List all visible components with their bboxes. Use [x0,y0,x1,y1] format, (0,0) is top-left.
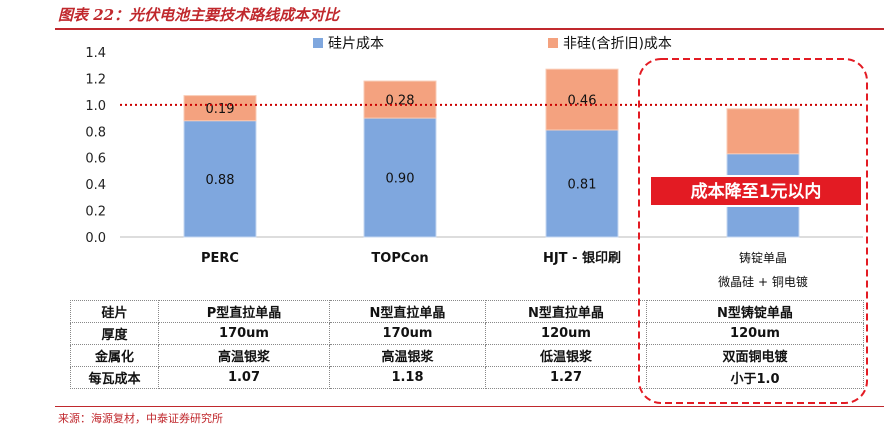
table-row: 每瓦成本 1.07 1.18 1.27 小于1.0 [70,366,864,389]
title-rule [55,28,884,30]
table-cell: 低温银浆 [485,344,647,367]
figure-title: 图表 22：光伏电池主要技术路线成本对比 [58,6,340,24]
cost-chart: 0.0 0.2 0.4 0.6 0.8 1.0 1.2 1.4 硅片成本 非硅(含折旧)成本 0.8… [85,36,863,289]
table-cell: 双面铜电镀 [646,344,864,367]
y-tick-label: 0.2 [85,205,106,220]
table-cell: 170um [158,322,330,345]
category-label: 铸锭单晶 [739,250,787,265]
table-cell: 1.07 [158,366,330,389]
y-tick-label: 1.0 [85,99,106,114]
category-label: PERC [201,251,239,266]
table-row: 厚度 170um 170um 120um 120um [70,322,864,345]
table-cell: 高温银浆 [158,344,330,367]
data-label-non-silicon: 0.19 [206,102,235,117]
table-cell: N型直拉单晶 [329,300,486,323]
bar-non-silicon [545,68,619,131]
category-label: HJT - 银印刷 [543,250,621,266]
data-label-silicon: 0.81 [568,177,597,192]
y-tick-label: 0.4 [85,178,106,193]
category-label: TOPCon [371,251,428,266]
table-cell: 120um [646,322,864,345]
cost-badge-text: 成本降至1元以内 [691,181,822,202]
table-cell: 120um [485,322,647,345]
table-row-header: 金属化 [70,344,159,367]
table-cell: N型铸锭单晶 [646,300,864,323]
bar-non-silicon [726,108,800,155]
data-label-silicon: 0.88 [206,173,235,188]
table-cell: P型直拉单晶 [158,300,330,323]
legend-label-non-silicon: 非硅(含折旧)成本 [563,36,672,52]
bar-silicon [545,129,619,238]
table-cell: 170um [329,322,486,345]
y-tick-label: 0.6 [85,152,106,167]
data-label-non-silicon: 0.46 [568,94,597,109]
table-cell: 1.18 [329,366,486,389]
table-cell: N型直拉单晶 [485,300,647,323]
source-rule [55,406,884,407]
table-row-header: 硅片 [70,300,159,323]
y-tick-label: 0.0 [85,231,106,246]
y-tick-label: 0.8 [85,125,106,140]
table-row-header: 每瓦成本 [70,366,159,389]
table-row-header: 厚度 [70,322,159,345]
legend-swatch-non-silicon [548,38,558,48]
bar-non-silicon [183,95,257,122]
table-row: 金属化 高温银浆 高温银浆 低温银浆 双面铜电镀 [70,344,864,367]
spec-table: 硅片 P型直拉单晶 N型直拉单晶 N型直拉单晶 N型铸锭单晶 厚度 170um 170um 12… [70,300,864,389]
bar-non-silicon [363,80,437,119]
source-note: 来源：海源复材，中泰证券研究所 [58,412,223,425]
category-label: 微晶硅 + 铜电镀 [718,274,808,289]
bar-silicon [183,120,257,238]
legend-swatch-silicon [313,38,323,48]
data-label-non-silicon: 0.28 [386,94,415,109]
table-cell: 小于1.0 [646,366,864,389]
table-cell: 高温银浆 [329,344,486,367]
table-row: 硅片 P型直拉单晶 N型直拉单晶 N型直拉单晶 N型铸锭单晶 [70,300,864,323]
legend-label-silicon: 硅片成本 [328,36,384,52]
y-tick-label: 1.2 [85,72,106,87]
data-label-silicon: 0.90 [386,172,415,187]
y-tick-label: 1.4 [85,46,106,61]
table-cell: 1.27 [485,366,647,389]
bar-silicon [363,117,437,238]
